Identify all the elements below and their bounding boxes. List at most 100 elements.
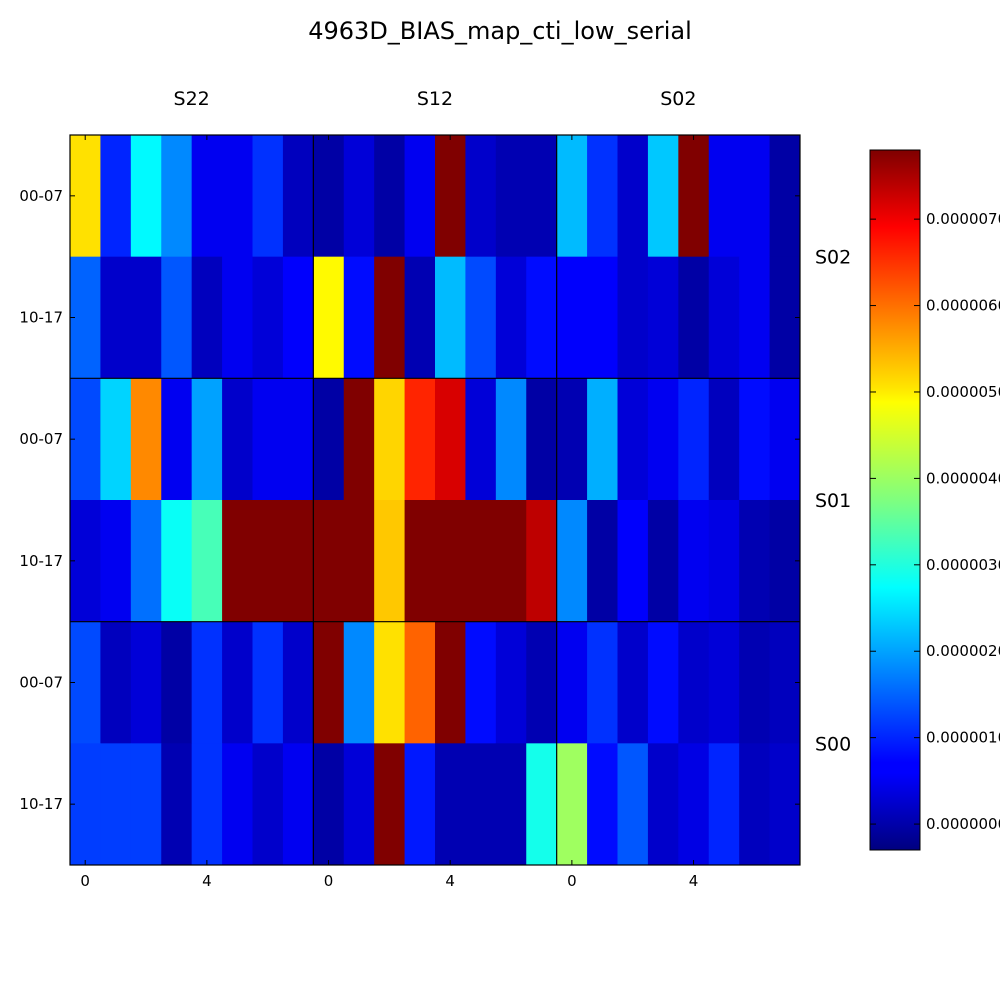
heatmap-cell [647,500,679,623]
heatmap-cell [374,500,405,623]
heatmap-cell [465,743,497,866]
heatmap-cell [374,256,405,379]
heatmap-cell [191,621,223,744]
heatmap-cell [465,378,497,501]
heatmap-cell [70,500,101,623]
heatmap-cell [100,500,132,623]
heatmap-cell [161,135,193,258]
heatmap-cell [282,743,314,866]
colorbar-tick-label: 0.0000000 [926,815,1000,833]
heatmap-cell [374,135,405,258]
y-tick-label: 00-07 [19,430,63,448]
heatmap-cell [404,135,436,258]
row-group-label: S02 [815,247,851,269]
heatmap-cell [161,621,193,744]
heatmap-cell [313,135,345,258]
heatmap-cell [739,135,770,258]
heatmap-cell [708,135,740,258]
heatmap-cell [526,256,558,379]
heatmap-cell [313,743,345,866]
column-group-label: S02 [660,88,696,110]
x-tick-label: 0 [324,872,334,890]
heatmap-cell [191,743,223,866]
heatmap-cell [252,500,284,623]
heatmap-cell [404,621,436,744]
heatmap-cell [587,135,618,258]
column-group-label: S12 [417,88,453,110]
row-group-label: S00 [815,733,851,755]
heatmap-cell [100,621,132,744]
heatmap-cell [161,378,193,501]
heatmap-cell [374,743,405,866]
heatmap-cell [556,378,588,501]
heatmap-cell [100,743,132,866]
heatmap-cell [343,621,375,744]
heatmap-cell [556,135,588,258]
heatmap-cell [617,135,649,258]
heatmap-cell [343,743,375,866]
heatmap-cell [222,135,253,258]
heatmap-cell [130,378,162,501]
row-group-label: S01 [815,490,851,512]
heatmap-cell [587,500,618,623]
column-group-label: S22 [174,88,210,110]
heatmap-cell [708,256,740,379]
heatmap-cell [343,378,375,501]
heatmap-cell [404,378,436,501]
heatmap-cell [282,500,314,623]
heatmap-cell [708,500,740,623]
heatmap-cell [130,743,162,866]
heatmap-cell [343,135,375,258]
heatmap-cell [343,256,375,379]
heatmap-cell [587,256,618,379]
heatmap-cell [556,256,588,379]
heatmap-cell [130,135,162,258]
heatmap-cell [161,500,193,623]
heatmap-cell [647,378,679,501]
heatmap-cell [313,256,345,379]
heatmap-cell [739,378,770,501]
heatmap-cell [556,743,588,866]
heatmap-cell [70,621,101,744]
heatmap-cell [678,378,710,501]
heatmap-cell [374,378,405,501]
heatmap-cell [313,500,345,623]
heatmap-cell [495,135,527,258]
heatmap-cell [282,378,314,501]
heatmap-cell [130,621,162,744]
heatmap-cell [739,743,770,866]
y-tick-label: 00-07 [19,674,63,692]
y-tick-label: 00-07 [19,187,63,205]
heatmap-cell [647,621,679,744]
heatmap-cell [435,743,466,866]
heatmap-cell [708,743,740,866]
heatmap-cell [556,500,588,623]
heatmap-cell [495,743,527,866]
heatmap-cells [70,135,801,866]
heatmap-cell [222,256,253,379]
heatmap-cell [556,621,588,744]
heatmap-cell [678,743,710,866]
heatmap-cell [495,500,527,623]
heatmap-cell [678,135,710,258]
heatmap-cell [130,256,162,379]
colorbar-tick-label: 0.0000060 [926,297,1000,315]
heatmap-cell [526,135,558,258]
chart-title: 4963D_BIAS_map_cti_low_serial [308,17,692,45]
heatmap-cell [222,378,253,501]
heatmap-cell [282,256,314,379]
heatmap-cell [252,378,284,501]
heatmap-cell [617,621,649,744]
heatmap-cell [647,743,679,866]
heatmap-cell [435,256,466,379]
heatmap-cell [435,135,466,258]
heatmap-cell [587,621,618,744]
heatmap-cell [678,500,710,623]
heatmap-cell [282,135,314,258]
colorbar-tick-label: 0.0000030 [926,556,1000,574]
colorbar: 0.0000000 0.0000010 0.0000020 0.0000030 0.00… [869,149,1000,851]
heatmap-cell [70,378,101,501]
heatmap-cell [252,256,284,379]
x-tick-label: 0 [80,872,90,890]
